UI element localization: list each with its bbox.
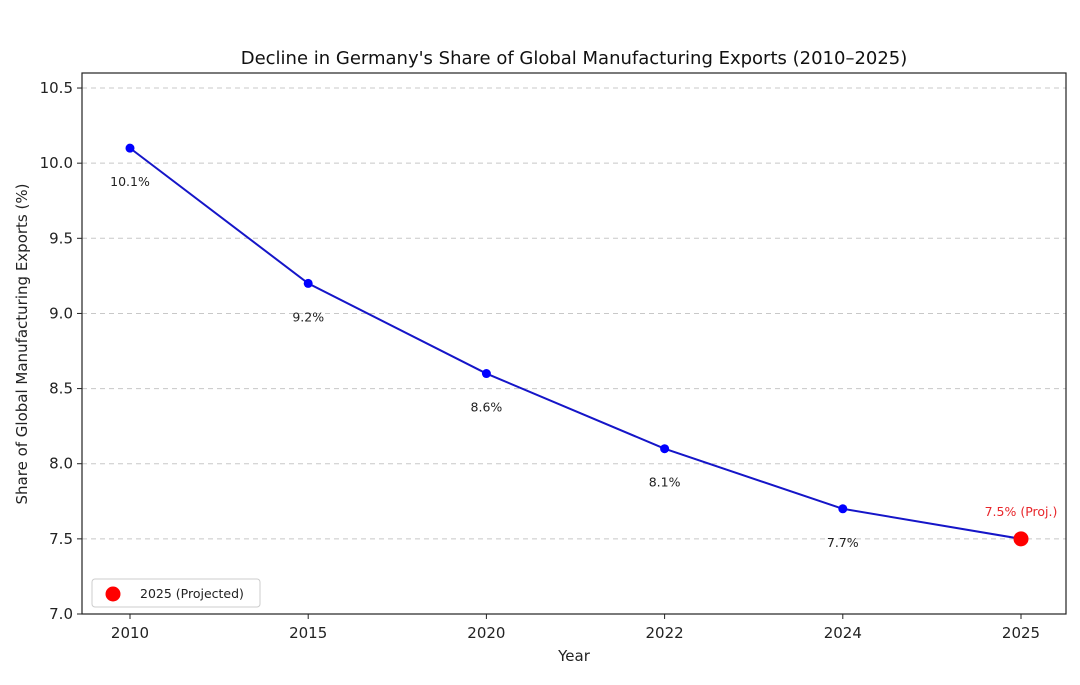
data-point — [303, 278, 313, 288]
series-line-path — [129, 147, 1022, 540]
data-label: 7.7% — [827, 535, 859, 550]
plot-frame — [81, 72, 1067, 615]
y-tick-label: 7.5 — [49, 530, 73, 548]
y-axis-label: Share of Global Manufacturing Exports (%… — [13, 184, 31, 505]
series-line — [125, 143, 1029, 547]
x-axis-label: Year — [557, 647, 591, 665]
data-point — [660, 444, 670, 454]
x-tick-label: 2015 — [289, 624, 327, 642]
chart-title: Decline in Germany's Share of Global Man… — [241, 48, 908, 69]
data-point — [838, 504, 848, 514]
x-axis-ticks: 2010 2015 2020 2022 2024 2025 — [111, 614, 1040, 642]
y-tick-label: 8.0 — [49, 455, 73, 473]
data-labels: 10.1% 9.2% 8.6% 8.1% 7.7% 7.5% (Proj.) — [110, 174, 1057, 550]
data-point — [125, 143, 135, 153]
legend-box — [91, 578, 261, 608]
legend-label: 2025 (Projected) — [140, 586, 244, 601]
projected-data-label: 7.5% (Proj.) — [985, 504, 1058, 519]
x-tick-label: 2022 — [646, 624, 684, 642]
data-label: 8.1% — [649, 475, 681, 490]
x-tick-label: 2010 — [111, 624, 149, 642]
data-label: 10.1% — [110, 174, 150, 189]
y-tick-label: 10.0 — [40, 154, 73, 172]
x-tick-label: 2020 — [467, 624, 505, 642]
data-label: 9.2% — [292, 309, 324, 324]
projected-point — [1013, 531, 1029, 547]
x-tick-label: 2025 — [1002, 624, 1040, 642]
gridlines — [82, 87, 1066, 540]
y-tick-label: 7.0 — [49, 605, 73, 623]
y-tick-label: 9.0 — [49, 304, 73, 322]
data-label: 8.6% — [471, 400, 503, 415]
legend-marker — [105, 586, 121, 602]
legend: 2025 (Projected) — [91, 578, 261, 608]
x-tick-label: 2024 — [824, 624, 862, 642]
y-axis-ticks: 7.0 7.5 8.0 8.5 9.0 9.5 10.0 10.5 — [40, 79, 82, 623]
y-tick-label: 9.5 — [49, 229, 73, 247]
data-point — [481, 369, 491, 379]
y-tick-label: 8.5 — [49, 380, 73, 398]
y-tick-label: 10.5 — [40, 79, 73, 97]
